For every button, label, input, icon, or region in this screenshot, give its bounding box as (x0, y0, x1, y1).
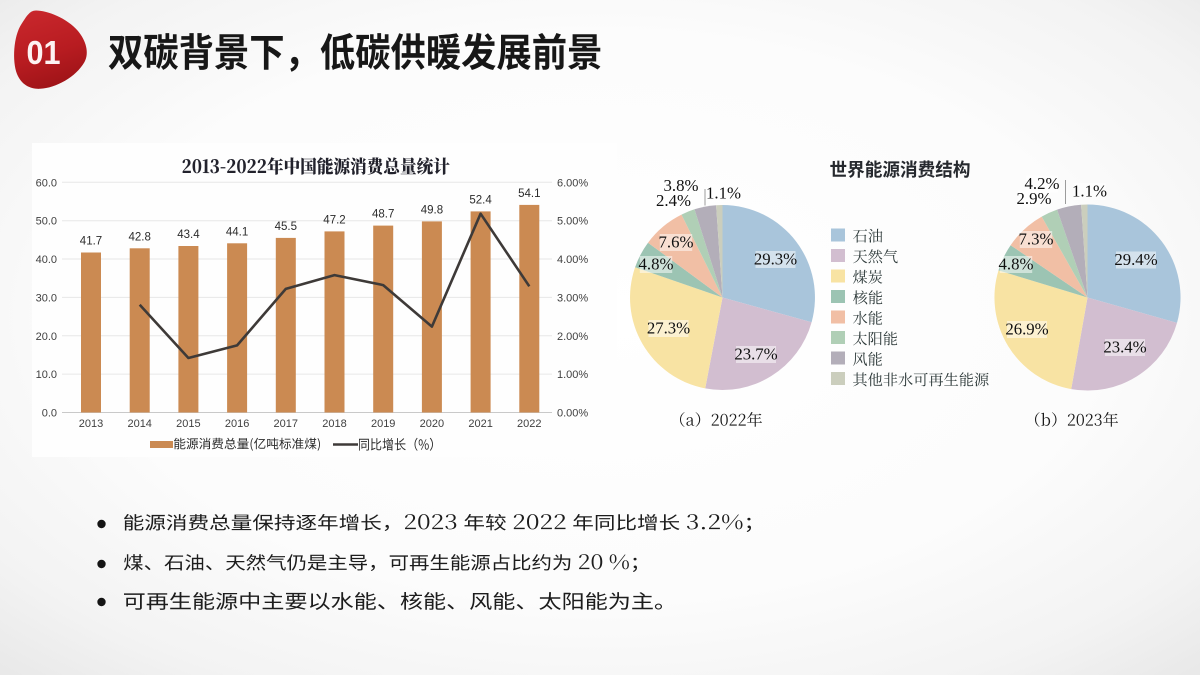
svg-text:01: 01 (27, 34, 61, 71)
svg-text:26.9%: 26.9% (1005, 320, 1048, 339)
svg-text:44.1: 44.1 (226, 226, 248, 238)
svg-text:6.00%: 6.00% (557, 177, 588, 189)
svg-text:30.0: 30.0 (36, 292, 57, 304)
svg-text:2013: 2013 (79, 418, 103, 430)
svg-text:23.4%: 23.4% (1103, 338, 1146, 357)
svg-text:2021: 2021 (468, 418, 492, 430)
svg-text:1.1%: 1.1% (1072, 182, 1107, 201)
svg-text:47.2: 47.2 (323, 214, 345, 226)
svg-text:20.0: 20.0 (36, 331, 57, 343)
svg-text:52.4: 52.4 (469, 194, 492, 206)
svg-text:50.0: 50.0 (36, 216, 57, 228)
svg-text:48.7: 48.7 (372, 209, 394, 221)
svg-text:29.4%: 29.4% (1114, 250, 1157, 269)
svg-text:29.3%: 29.3% (754, 250, 797, 269)
svg-text:2022: 2022 (517, 418, 541, 430)
svg-text:7.6%: 7.6% (659, 233, 694, 252)
svg-text:4.00%: 4.00% (557, 254, 588, 266)
svg-text:2019: 2019 (371, 418, 395, 430)
svg-text:2014: 2014 (127, 418, 151, 430)
svg-text:23.7%: 23.7% (734, 345, 777, 364)
svg-text:5.00%: 5.00% (557, 216, 588, 228)
svg-text:45.5: 45.5 (275, 221, 297, 233)
svg-text:4.8%: 4.8% (999, 255, 1034, 274)
svg-text:49.8: 49.8 (421, 204, 443, 216)
svg-text:4.2%: 4.2% (1025, 174, 1060, 193)
svg-text:0.0: 0.0 (42, 408, 57, 420)
svg-text:2020: 2020 (420, 418, 444, 430)
svg-text:3.8%: 3.8% (664, 176, 699, 195)
svg-text:4.8%: 4.8% (639, 255, 674, 274)
svg-text:41.7: 41.7 (80, 236, 102, 248)
svg-text:2018: 2018 (322, 418, 346, 430)
svg-text:60.0: 60.0 (36, 177, 57, 189)
svg-text:1.1%: 1.1% (706, 184, 741, 203)
svg-text:40.0: 40.0 (36, 254, 57, 266)
svg-text:54.1: 54.1 (518, 188, 540, 200)
svg-text:2.4%: 2.4% (656, 191, 691, 210)
svg-text:2.9%: 2.9% (1017, 189, 1052, 208)
svg-text:1.00%: 1.00% (557, 369, 588, 381)
svg-text:7.3%: 7.3% (1019, 230, 1054, 249)
svg-text:0.00%: 0.00% (557, 408, 588, 420)
svg-text:2.00%: 2.00% (557, 331, 588, 343)
svg-text:42.8: 42.8 (129, 231, 151, 243)
svg-text:10.0: 10.0 (36, 369, 57, 381)
svg-text:27.3%: 27.3% (647, 319, 690, 338)
svg-text:2017: 2017 (274, 418, 298, 430)
svg-text:3.00%: 3.00% (557, 292, 588, 304)
svg-text:43.4: 43.4 (177, 229, 200, 241)
svg-text:2016: 2016 (225, 418, 249, 430)
svg-text:2015: 2015 (176, 418, 200, 430)
